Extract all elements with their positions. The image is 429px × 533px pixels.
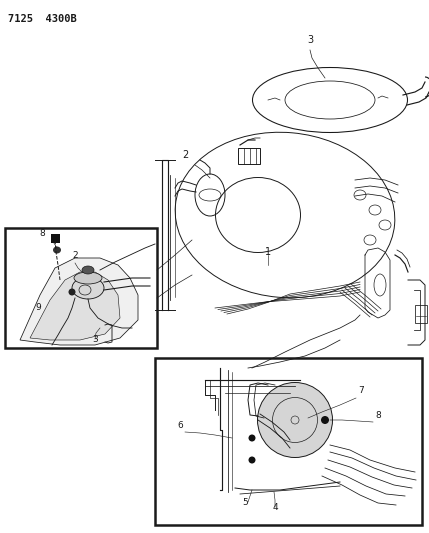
Ellipse shape bbox=[248, 456, 256, 464]
Text: 8: 8 bbox=[375, 411, 381, 420]
Text: 4: 4 bbox=[272, 503, 278, 512]
Bar bbox=[415, 305, 427, 323]
Text: 6: 6 bbox=[177, 421, 183, 430]
Ellipse shape bbox=[248, 434, 256, 441]
Text: 3: 3 bbox=[307, 35, 313, 45]
Ellipse shape bbox=[74, 272, 102, 284]
Ellipse shape bbox=[257, 383, 332, 457]
Text: 8: 8 bbox=[39, 229, 45, 238]
Ellipse shape bbox=[82, 266, 94, 274]
Text: 2: 2 bbox=[72, 251, 78, 260]
Text: 7: 7 bbox=[358, 386, 364, 395]
Text: 7125  4300B: 7125 4300B bbox=[8, 14, 77, 24]
Ellipse shape bbox=[53, 246, 61, 254]
Ellipse shape bbox=[321, 416, 329, 424]
Bar bbox=[238, 148, 260, 164]
Text: 9: 9 bbox=[35, 303, 41, 312]
Ellipse shape bbox=[72, 277, 104, 299]
Text: 2: 2 bbox=[182, 150, 188, 160]
Polygon shape bbox=[20, 258, 138, 345]
Bar bbox=[51, 234, 60, 243]
Ellipse shape bbox=[69, 288, 76, 295]
Text: 5: 5 bbox=[242, 498, 248, 507]
Text: 1: 1 bbox=[265, 247, 271, 257]
Bar bbox=[155, 358, 422, 525]
Bar bbox=[5, 228, 157, 348]
Polygon shape bbox=[30, 272, 120, 340]
Text: 3: 3 bbox=[92, 335, 98, 344]
